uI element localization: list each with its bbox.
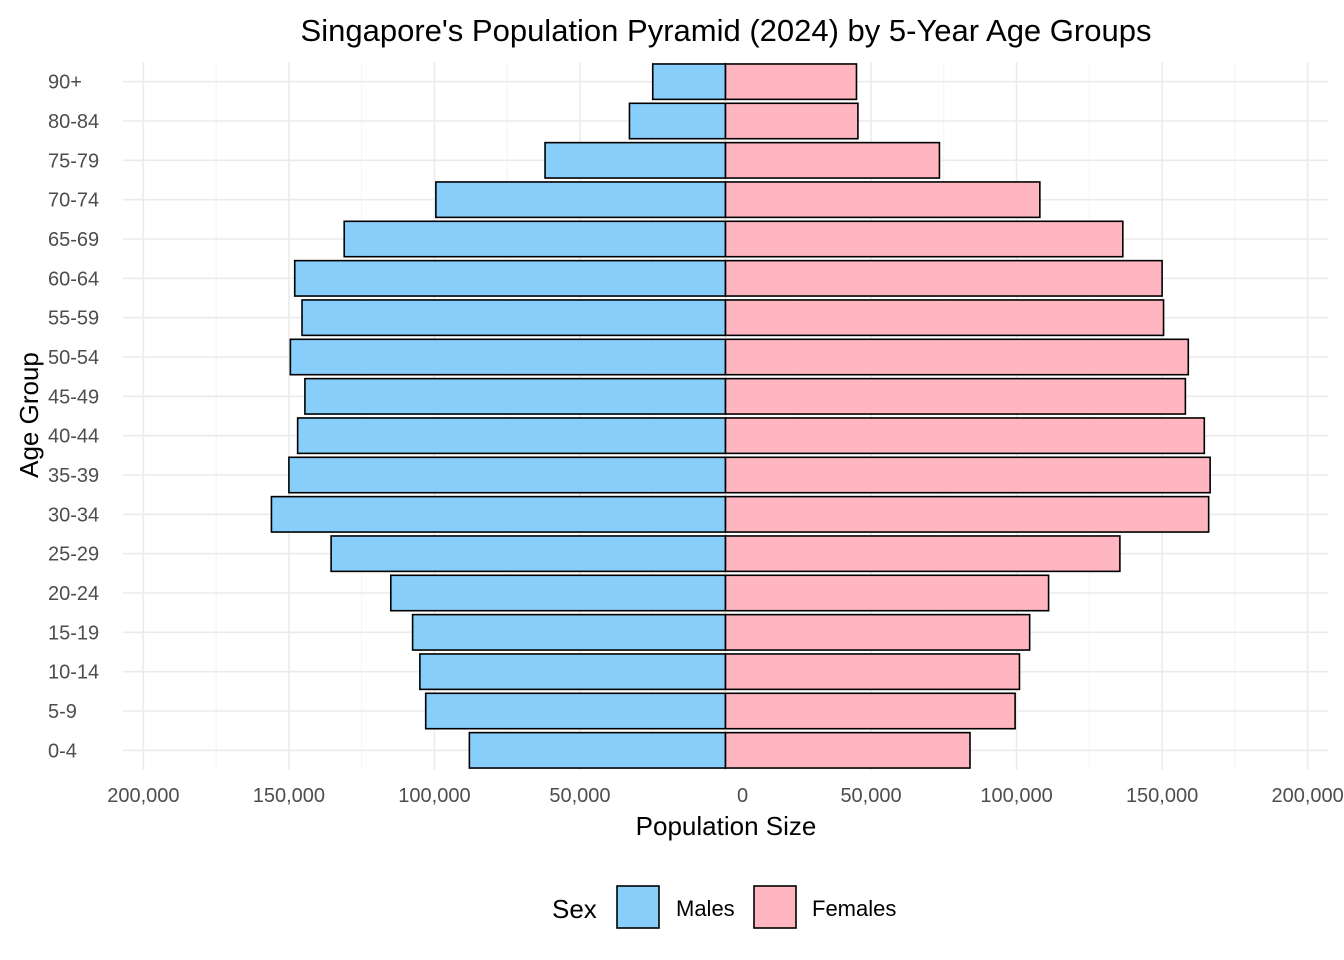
bar-males-45-49	[304, 377, 727, 415]
bar-males-30-34	[270, 495, 727, 533]
bar-females-90+	[724, 63, 858, 101]
bar-males-5-9	[424, 692, 727, 730]
x-tick-label: 150,000	[1126, 785, 1198, 807]
x-tick-label: 50,000	[549, 785, 610, 807]
bar-females-10-14	[724, 653, 1021, 691]
bar-females-0-4	[724, 731, 971, 769]
bar-males-65-69	[343, 220, 727, 258]
bar-females-30-34	[724, 495, 1210, 533]
bar-females-50-54	[724, 338, 1190, 376]
bar-males-60-64	[293, 259, 727, 297]
legend-label-females: Females	[812, 896, 896, 921]
y-tick-label: 25-29	[48, 544, 99, 566]
y-tick-label: 10-14	[48, 662, 99, 684]
y-tick-label: 45-49	[48, 386, 99, 408]
x-tick-label: 100,000	[398, 785, 470, 807]
y-tick-label: 55-59	[48, 308, 99, 330]
y-tick-label: 5-9	[48, 701, 77, 723]
legend-swatch-males	[616, 885, 660, 929]
y-tick-label: 30-34	[48, 504, 99, 526]
bar-males-10-14	[419, 653, 727, 691]
y-tick-label: 75-79	[48, 150, 99, 172]
bar-males-80-84	[628, 102, 727, 140]
bar-females-20-24	[724, 574, 1050, 612]
bar-females-25-29	[724, 535, 1121, 573]
bar-females-55-59	[724, 299, 1165, 337]
bar-males-90+	[651, 63, 727, 101]
bar-males-35-39	[288, 456, 727, 494]
bar-males-75-79	[544, 141, 727, 179]
y-tick-label: 90+	[48, 72, 82, 94]
legend-label-males: Males	[676, 896, 735, 921]
bar-females-35-39	[724, 456, 1211, 494]
y-axis-title: Age Group	[14, 352, 44, 478]
bar-males-40-44	[296, 417, 727, 455]
y-tick-label: 40-44	[48, 426, 99, 448]
y-tick-label: 80-84	[48, 111, 99, 133]
y-tick-label: 60-64	[48, 268, 99, 290]
bar-females-80-84	[724, 102, 859, 140]
bar-females-75-79	[724, 141, 941, 179]
x-tick-label: 0	[737, 785, 748, 807]
legend: Sex Males Females	[552, 885, 896, 929]
y-tick-label: 50-54	[48, 347, 99, 369]
bar-males-15-19	[411, 613, 727, 651]
x-tick-label: 50,000	[840, 785, 901, 807]
x-tick-label: 150,000	[253, 785, 325, 807]
bar-males-25-29	[330, 535, 727, 573]
y-tick-label: 0-4	[48, 740, 77, 762]
bar-males-20-24	[389, 574, 727, 612]
bar-females-60-64	[724, 259, 1163, 297]
x-tick-label: 100,000	[980, 785, 1052, 807]
y-tick-label: 65-69	[48, 229, 99, 251]
bar-males-0-4	[468, 731, 727, 769]
bar-males-70-74	[435, 181, 727, 219]
bar-females-15-19	[724, 613, 1031, 651]
x-tick-labels: 200,000 150,000 100,000 50,000 0 50,000 100,00…	[107, 785, 1344, 807]
x-axis-title: Population Size	[636, 811, 817, 841]
bar-females-45-49	[724, 377, 1187, 415]
legend-title: Sex	[552, 894, 597, 924]
y-tick-label: 35-39	[48, 465, 99, 487]
chart-title: Singapore's Population Pyramid (2024) by…	[301, 13, 1152, 48]
bar-females-40-44	[724, 417, 1206, 455]
y-tick-label: 15-19	[48, 622, 99, 644]
y-tick-label: 20-24	[48, 583, 99, 605]
bar-males-55-59	[301, 299, 727, 337]
bar-females-70-74	[724, 181, 1041, 219]
bar-males-50-54	[289, 338, 727, 376]
legend-swatch-females	[753, 885, 797, 929]
bar-females-65-69	[724, 220, 1124, 258]
x-tick-label: 200,000	[1271, 785, 1343, 807]
bars	[270, 63, 1211, 769]
bar-females-5-9	[724, 692, 1016, 730]
x-tick-label: 200,000	[107, 785, 179, 807]
y-tick-label: 70-74	[48, 190, 99, 212]
y-tick-labels: 0-4 5-9 10-14 15-19 20-24 25-29 30-34 35-39 40-4…	[48, 72, 99, 763]
